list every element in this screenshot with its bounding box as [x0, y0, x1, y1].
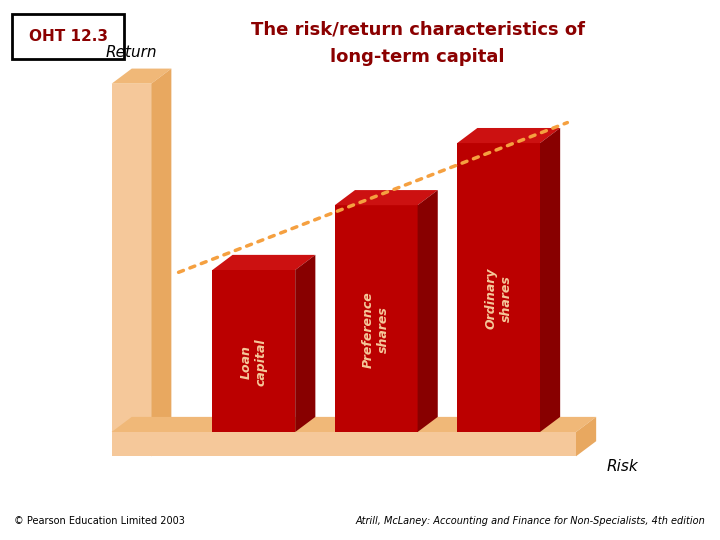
Polygon shape: [112, 69, 171, 84]
Text: OHT 12.3: OHT 12.3: [29, 29, 108, 44]
Text: Preference
shares: Preference shares: [362, 291, 390, 368]
Polygon shape: [335, 190, 438, 205]
Text: Risk: Risk: [607, 459, 639, 474]
Text: The risk/return characteristics of: The risk/return characteristics of: [251, 21, 585, 39]
Text: long-term capital: long-term capital: [330, 48, 505, 66]
Polygon shape: [335, 205, 418, 432]
Text: Loan
capital: Loan capital: [240, 338, 268, 386]
Polygon shape: [418, 190, 438, 432]
Polygon shape: [295, 255, 315, 432]
Polygon shape: [112, 432, 576, 456]
Polygon shape: [112, 84, 151, 456]
Polygon shape: [151, 69, 171, 456]
Polygon shape: [212, 270, 295, 432]
Text: Atrill, McLaney: Accounting and Finance for Non-Specialists, 4th edition: Atrill, McLaney: Accounting and Finance …: [356, 516, 706, 526]
Polygon shape: [212, 255, 315, 270]
Polygon shape: [457, 128, 560, 143]
Polygon shape: [540, 128, 560, 432]
Polygon shape: [457, 143, 540, 432]
Text: Ordinary
shares: Ordinary shares: [485, 268, 513, 329]
Text: Return: Return: [106, 45, 157, 60]
FancyBboxPatch shape: [12, 14, 124, 59]
Text: © Pearson Education Limited 2003: © Pearson Education Limited 2003: [14, 516, 185, 526]
Polygon shape: [576, 417, 596, 456]
Polygon shape: [112, 417, 596, 432]
